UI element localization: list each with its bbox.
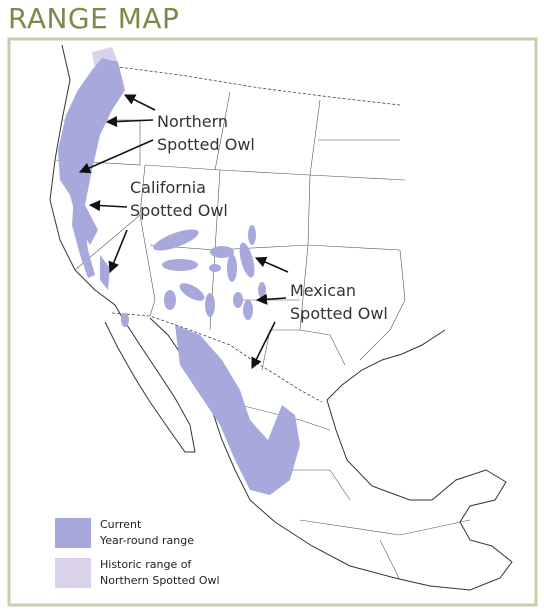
range-label: Spotted Owl [157,135,255,154]
legend-swatch [55,518,91,548]
us-mexico-border [111,312,323,403]
legend-text: Current [100,518,142,531]
us-canada-border [94,63,401,106]
title: RANGE MAP [8,2,180,35]
arrows [78,94,289,370]
range-label: Northern [157,112,228,131]
legend-text: Year-round range [99,534,194,547]
current-range [58,58,300,495]
coastline [49,44,196,453]
legend-text: Northern Spotted Owl [100,574,220,587]
range-label: Spotted Owl [290,304,388,323]
range-label: California [130,178,206,197]
legend-swatch [55,558,91,588]
range-label: Spotted Owl [130,201,228,220]
mainland-coast [149,317,513,591]
legend-text: Historic range of [100,558,192,571]
range-label: Mexican [290,281,356,300]
